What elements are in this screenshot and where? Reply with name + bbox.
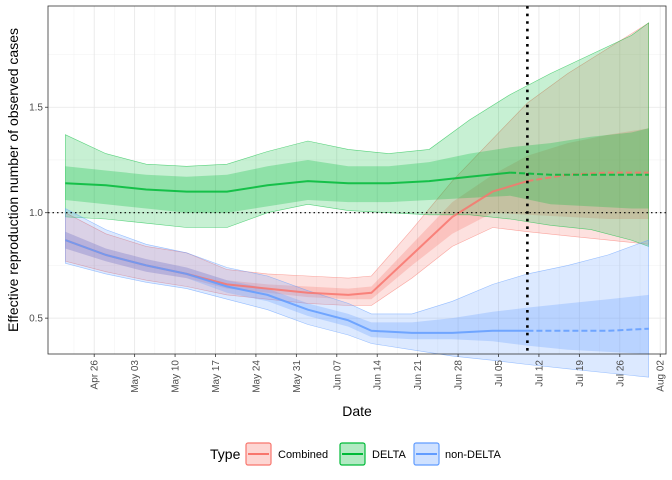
median-line-delta xyxy=(65,171,511,193)
plot-panel xyxy=(48,6,666,354)
projection-line-delta xyxy=(510,171,649,176)
y-axis-title: Effective reproduction number of observe… xyxy=(5,28,21,332)
x-tick-label: Jun 07 xyxy=(332,360,343,390)
projection-line-combined xyxy=(527,171,649,183)
legend-label-delta: DELTA xyxy=(372,449,406,461)
reference-lines xyxy=(48,6,666,354)
median-line-non-delta xyxy=(64,239,528,334)
y-tick-label: 1.0 xyxy=(29,208,43,219)
axes: Apr 26 May 03 May 10 May 17 May 24 May 31 Jun … xyxy=(29,5,667,393)
legend: Type Combined DELTA non-DELTA xyxy=(210,442,502,466)
band-inner-non-delta xyxy=(65,231,649,354)
x-axis-title: Date xyxy=(342,403,372,419)
x-tick-label: May 24 xyxy=(251,360,262,393)
median-lines xyxy=(64,171,649,334)
legend-label-combined: Combined xyxy=(278,449,328,461)
y-tick-label: 1.5 xyxy=(29,103,43,114)
x-tick-label: Jun 14 xyxy=(373,360,384,390)
x-tick-label: May 03 xyxy=(130,360,141,393)
x-tick-label: Jul 19 xyxy=(575,360,586,387)
y-tick-label: 0.5 xyxy=(29,314,43,325)
band-outer-non-delta xyxy=(65,208,649,378)
x-tick-label: May 17 xyxy=(211,360,222,393)
x-tick-label: Jun 21 xyxy=(413,360,424,390)
x-tick-label: Jun 28 xyxy=(454,360,465,390)
panel-border xyxy=(47,5,667,355)
x-tick-label: Jul 05 xyxy=(494,360,505,387)
x-tick-label: May 31 xyxy=(292,360,303,393)
x-tick-label: May 10 xyxy=(171,360,182,393)
legend-label-non-delta: non-DELTA xyxy=(445,449,502,461)
projection-line-non-delta xyxy=(527,327,649,332)
x-tick-label: Jul 12 xyxy=(534,360,545,387)
x-tick-label: Jul 26 xyxy=(615,360,626,387)
x-tick-label: Aug 02 xyxy=(656,360,667,392)
band-inner-combined xyxy=(65,128,649,300)
x-tick-label: Apr 26 xyxy=(90,360,101,390)
legend-title: Type xyxy=(210,446,241,462)
